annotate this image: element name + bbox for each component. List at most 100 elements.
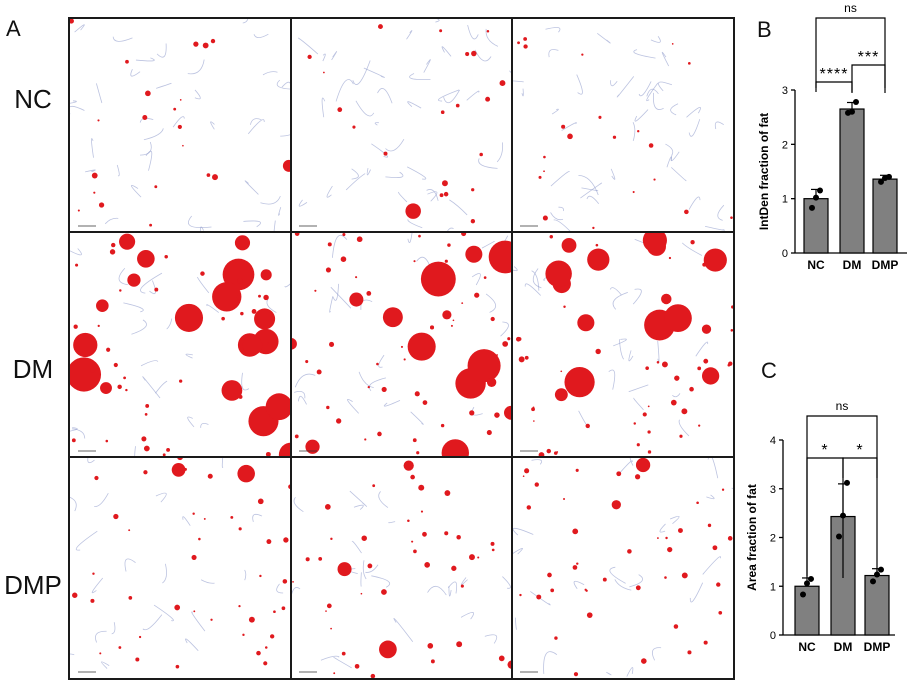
tissue-strand [629, 574, 643, 588]
tissue-image [70, 233, 291, 457]
lipid-droplet [355, 276, 358, 279]
lipid-droplet [556, 451, 559, 453]
lipid-droplet [410, 474, 415, 480]
lipid-droplet [572, 565, 578, 570]
tissue-strand [253, 33, 269, 39]
tissue-strand [512, 80, 524, 83]
tissue-image [291, 232, 512, 457]
lipid-droplet [77, 209, 80, 212]
tissue-strand [329, 296, 334, 313]
tissue-strand [672, 393, 681, 398]
lipid-droplet [125, 388, 128, 392]
lipid-droplet [294, 434, 299, 439]
tissue-strand [610, 80, 618, 87]
lipid-droplet [352, 125, 356, 129]
lipid-droplet [707, 523, 712, 528]
lipid-droplet [667, 546, 673, 553]
lipid-droplet [701, 367, 720, 385]
lipid-droplet [144, 413, 148, 416]
lipid-droplet [422, 400, 428, 405]
lipid-droplet [701, 324, 712, 334]
lipid-droplet [75, 263, 79, 267]
tissue-strand [155, 380, 168, 394]
lipid-droplet [536, 594, 542, 600]
chart-area: 0 1 2 3 4 Area fraction of fat NC DM DMP * * ns [745, 399, 895, 654]
lipid-droplet [703, 358, 709, 364]
tissue-strand [466, 90, 480, 101]
lipid-droplet [135, 657, 140, 662]
lipid-droplet [684, 209, 689, 215]
tissue-strand [91, 138, 94, 158]
data-point [849, 108, 855, 115]
tissue-strand [347, 398, 360, 414]
x-tick-label: DM [843, 258, 862, 272]
lipid-droplet [554, 388, 568, 402]
lipid-droplet [414, 391, 420, 397]
lipid-droplet [455, 103, 460, 108]
tissue-strand [609, 566, 626, 584]
lipid-droplet [109, 249, 116, 255]
tissue-strand [653, 92, 664, 110]
lipid-droplet [627, 549, 632, 554]
tissue-strand [294, 390, 306, 399]
lipid-droplet [416, 451, 420, 455]
tissue-strand [545, 27, 561, 33]
lipid-droplet [125, 59, 129, 64]
lipid-droplet [456, 535, 461, 540]
lipid-droplet [179, 379, 183, 383]
tissue-strand [474, 49, 492, 62]
significance-bracket [851, 64, 886, 93]
lipid-droplet [461, 302, 464, 305]
lipid-droplet [498, 655, 505, 662]
micrograph-dmp-3 [512, 457, 733, 678]
lipid-droplet [499, 80, 506, 87]
lipid-droplet [400, 345, 404, 348]
tissue-strand [252, 513, 263, 522]
tissue-strand [185, 353, 193, 359]
lipid-droplet [542, 215, 548, 221]
tissue-strand [512, 266, 518, 272]
lipid-droplet [616, 471, 622, 477]
tissue-strand [435, 19, 440, 23]
tissue-strand [366, 168, 371, 176]
lipid-droplet [119, 289, 122, 292]
lipid-droplet [179, 99, 182, 101]
lipid-droplet [681, 572, 688, 579]
tissue-strand [155, 492, 167, 503]
tissue-strand [496, 142, 504, 163]
tissue-strand [187, 416, 195, 428]
lipid-droplet [575, 468, 579, 472]
lipid-droplet [456, 641, 463, 648]
tissue-strand [196, 276, 210, 294]
lipid-droplet [422, 531, 427, 537]
lipid-droplet [370, 673, 376, 678]
lipid-droplet [238, 604, 241, 608]
lipid-droplet [326, 603, 332, 609]
y-axis-label: IntDen fraction of fat [757, 113, 771, 230]
tissue-strand [130, 69, 141, 77]
lipid-droplet [342, 232, 346, 237]
lipid-droplet [584, 588, 587, 591]
tissue-strand [688, 119, 701, 137]
tissue-strand [104, 217, 119, 225]
tissue-strand [333, 657, 352, 669]
tissue-strand [294, 373, 316, 388]
lipid-droplet [92, 572, 95, 575]
tissue-strand [731, 487, 733, 489]
tissue-strand [123, 302, 144, 313]
lipid-droplet [420, 261, 456, 297]
tissue-strand [185, 638, 199, 652]
lipid-droplet [488, 240, 512, 274]
tissue-strand [330, 286, 352, 309]
tissue-strand [374, 122, 379, 126]
tissue-strand [398, 191, 408, 203]
lipid-droplet [440, 110, 445, 115]
tissue-strand [407, 101, 422, 109]
lipid-droplet [633, 422, 636, 425]
tissue-strand [561, 122, 577, 131]
data-point [853, 98, 859, 105]
micrograph-dmp-2 [291, 457, 512, 678]
lipid-droplet [207, 473, 213, 479]
lipid-droplet [486, 29, 490, 33]
lipid-droplet [381, 589, 387, 595]
